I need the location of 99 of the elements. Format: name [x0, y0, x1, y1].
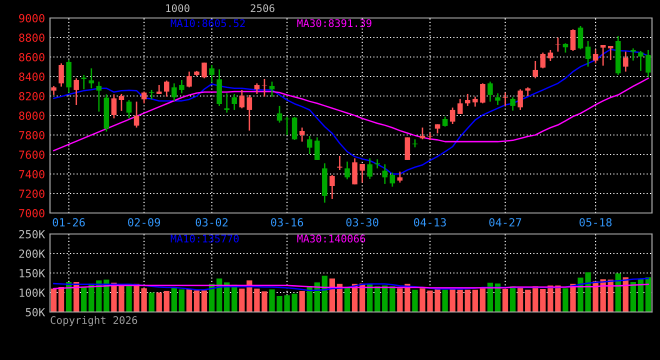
candlestick — [209, 64, 214, 84]
candlestick — [118, 93, 124, 112]
candlestick — [284, 116, 290, 136]
candlestick — [540, 52, 546, 70]
candlestick — [186, 70, 192, 88]
candlestick — [88, 68, 94, 89]
candlestick — [337, 155, 342, 171]
candlestick — [224, 92, 230, 114]
candlestick — [96, 80, 102, 112]
candlestick — [646, 49, 651, 78]
candlestick — [578, 25, 584, 50]
candlestick — [630, 48, 636, 62]
candlestick — [246, 94, 252, 132]
candlestick — [292, 116, 298, 141]
y-tick-label: 8000 — [19, 112, 44, 120]
candlestick — [570, 28, 576, 52]
candlestick — [382, 164, 388, 185]
candlestick — [81, 74, 86, 90]
candlestick — [126, 99, 132, 120]
candlestick — [532, 60, 538, 79]
candlestick — [592, 48, 598, 64]
candlestick — [465, 93, 470, 107]
candlestick — [420, 126, 426, 140]
candlestick — [518, 88, 523, 111]
candlestick — [457, 98, 463, 115]
candlestick — [58, 62, 64, 88]
text: 1000 — [166, 4, 190, 12]
candlestick — [390, 172, 396, 188]
x-tick-label: 04-13 — [414, 218, 446, 227]
candlestick — [442, 116, 448, 128]
candlestick — [404, 136, 410, 161]
candlestick — [585, 40, 591, 68]
x-tick-label: 03-16 — [271, 218, 304, 227]
candlestick — [623, 50, 628, 72]
candlestick — [232, 93, 237, 111]
candlestick — [488, 80, 493, 102]
candlestick — [239, 89, 245, 109]
candlestick — [374, 158, 380, 170]
x-tick-label: 03-02 — [196, 218, 228, 227]
candlestick — [276, 105, 282, 124]
candlestick — [360, 163, 365, 184]
y-tick-label: 7200 — [19, 190, 44, 198]
text: 2506 — [250, 4, 274, 12]
candlestick — [450, 106, 456, 125]
x-tick-label: 01-26 — [52, 218, 85, 227]
y-tick-label: 7600 — [19, 150, 44, 159]
candlestick — [472, 96, 478, 108]
y-tick-label: 150K — [20, 269, 46, 278]
line-series — [53, 278, 649, 292]
candlestick — [202, 62, 207, 79]
candlestick — [179, 79, 184, 94]
y-tick-label: 250K — [19, 230, 46, 238]
line-series — [53, 78, 649, 152]
candlestick — [306, 135, 312, 155]
candlestick — [269, 80, 275, 98]
y-tick-label: 8200 — [19, 92, 44, 100]
candlestick — [141, 90, 147, 104]
text: Copyright 2026 — [50, 316, 138, 326]
candlestick — [344, 160, 350, 180]
candlestick — [480, 82, 486, 104]
candlestick — [74, 78, 79, 106]
candlestick — [510, 96, 516, 112]
candlestick — [111, 94, 117, 120]
y-tick-label: 100K — [20, 288, 46, 297]
y-tick-label: 50K — [26, 308, 46, 316]
y-tick-label: 8800 — [19, 34, 44, 42]
candlestick — [495, 92, 500, 106]
candlestick — [330, 174, 335, 200]
candlestick — [164, 80, 170, 98]
candlestick — [638, 50, 644, 72]
candlestick — [172, 82, 177, 102]
x-tick-label: 03-30 — [346, 218, 378, 227]
candlestick — [600, 44, 606, 66]
text: MA30:140066 — [297, 234, 366, 243]
candlestick — [262, 78, 268, 98]
text: MA10:8605.52 — [170, 19, 245, 28]
y-tick-label: 7800 — [19, 131, 44, 140]
candlestick — [367, 158, 372, 180]
text: MA10:135770 — [170, 234, 239, 243]
candlestick — [548, 49, 554, 62]
candlestick — [314, 136, 320, 161]
candlestick — [562, 42, 568, 54]
candlestick — [254, 82, 260, 95]
y-tick-label: 9000 — [19, 14, 44, 22]
candlestick — [134, 100, 140, 128]
candlestick — [148, 89, 154, 100]
x-tick-label: 04-27 — [489, 218, 522, 227]
candlestick — [608, 45, 614, 61]
candlestick — [555, 36, 561, 52]
x-tick-label: 02-09 — [128, 218, 160, 227]
x-tick-label: 05-18 — [580, 218, 612, 227]
candlestick — [352, 158, 358, 186]
y-tick-label: 7400 — [19, 170, 44, 178]
y-tick-label: 200K — [19, 250, 46, 258]
y-tick-label: 8400 — [19, 72, 44, 81]
y-tick-label: 7000 — [19, 209, 44, 218]
text: MA30:8391.39 — [297, 19, 372, 28]
candlestick — [299, 126, 305, 142]
y-tick-label: 8600 — [19, 53, 44, 62]
